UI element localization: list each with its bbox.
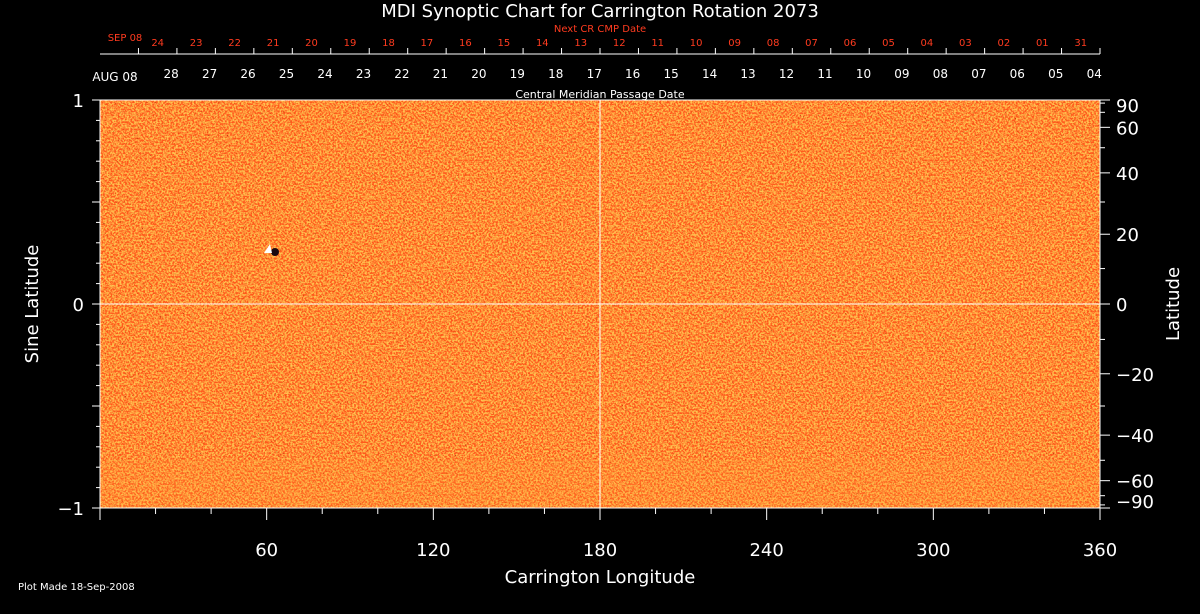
right-tick-label: 0 [1116,295,1127,316]
next-cr-day-label: 05 [882,38,895,49]
right-tick-label: −20 [1116,365,1154,386]
next-cr-day-label: 11 [651,38,664,49]
right-tick-label: 60 [1116,118,1139,139]
next-cr-day-label: 02 [997,38,1010,49]
left-tick-label: 1 [73,91,84,112]
right-tick-label: −40 [1116,426,1154,447]
sunspot-dark [271,248,279,256]
next-cr-day-label: 12 [613,38,626,49]
cmp-day-label: 19 [510,67,525,81]
next-cr-day-label: 01 [1036,38,1049,49]
sunspot-bright [264,244,272,253]
cmp-day-label: 26 [240,67,255,81]
cmp-day-label: 10 [856,67,871,81]
cmp-day-label: 12 [779,67,794,81]
bottom-tick-label: 60 [255,540,278,561]
bottom-tick-label: 300 [916,540,950,561]
cmp-day-label: 13 [740,67,755,81]
right-tick-label: −60 [1116,472,1154,493]
cmp-day-label: 25 [279,67,294,81]
bottom-tick-label: 360 [1083,540,1117,561]
left-tick-label: −1 [57,499,84,520]
cmp-day-label: 17 [587,67,602,81]
grid-lines [100,100,1100,508]
cmp-axis-title: Central Meridian Passage Date [515,88,684,101]
cmp-day-label: 05 [1048,67,1063,81]
cmp-day-label: 20 [471,67,486,81]
next-cr-day-label: 17 [421,38,434,49]
cmp-day-label: 22 [394,67,409,81]
cmp-day-label: 11 [817,67,832,81]
next-cr-day-label: 08 [767,38,780,49]
next-cr-start-label: SEP 08 [108,33,143,44]
next-cr-day-label: 13 [574,38,587,49]
cmp-day-label: 24 [317,67,332,81]
cmp-day-label: 15 [664,67,679,81]
right-tick-label: 20 [1116,225,1139,246]
cmp-day-label: 04 [1087,67,1102,81]
left-tick-label: 0 [73,295,84,316]
next-cr-day-label: 20 [305,38,318,49]
y-axis-title-left: Sine Latitude [22,245,43,364]
next-cr-day-label: 19 [344,38,357,49]
next-cr-day-label: 09 [728,38,741,49]
x-axis-title: Carrington Longitude [505,567,696,588]
next-cr-day-label: 16 [459,38,472,49]
next-cr-day-label: 14 [536,38,549,49]
next-cr-day-label: 21 [267,38,280,49]
cmp-day-labels: 28 27 26 25 24 23 22 21 20 19 18 17 16 15 14 13 12 11 10 09… [164,67,1102,81]
right-tick-label: 90 [1116,96,1139,117]
next-cr-day-label: 31 [1074,38,1087,49]
next-cr-title: Next CR CMP Date [554,24,646,35]
footer-plot-made: Plot Made 18-Sep-2008 [18,582,135,593]
bottom-tick-label: 180 [583,540,617,561]
next-cr-day-labels: 24 23 22 21 20 19 18 17 16 15 14 13 12 11 10 09 08 07 06 05… [151,38,1087,49]
left-axis: 1 0 −1 [57,91,100,520]
cmp-day-label: 27 [202,67,217,81]
cmp-day-label: 28 [164,67,179,81]
next-cr-day-label: 18 [382,38,395,49]
next-cr-day-label: 07 [805,38,818,49]
next-cr-day-label: 04 [921,38,934,49]
cmp-day-label: 18 [548,67,563,81]
right-tick-label: 40 [1116,164,1139,185]
next-cr-day-label: 22 [228,38,241,49]
cmp-day-label: 06 [1010,67,1025,81]
cmp-day-label: 23 [356,67,371,81]
next-cr-day-label: 15 [497,38,510,49]
cmp-start-label: AUG 08 [92,70,137,84]
chart-title: MDI Synoptic Chart for Carrington Rotati… [381,1,819,22]
bottom-tick-label: 120 [416,540,450,561]
next-cr-day-label: 23 [190,38,203,49]
next-cr-day-label: 24 [151,38,164,49]
next-cr-day-label: 10 [690,38,703,49]
cmp-day-label: 08 [933,67,948,81]
next-cr-day-label: 06 [844,38,857,49]
next-cr-day-label: 03 [959,38,972,49]
cmp-day-label: 16 [625,67,640,81]
bottom-axis: 60 120 180 240 300 360 [99,508,1117,561]
next-cr-ticks [137,48,1101,54]
cmp-day-label: 09 [894,67,909,81]
cmp-day-label: 07 [971,67,986,81]
cmp-day-label: 14 [702,67,717,81]
right-tick-label: −90 [1116,492,1154,513]
cmp-day-label: 21 [433,67,448,81]
bottom-tick-label: 240 [749,540,783,561]
y-axis-title-right: Latitude [1163,267,1184,341]
